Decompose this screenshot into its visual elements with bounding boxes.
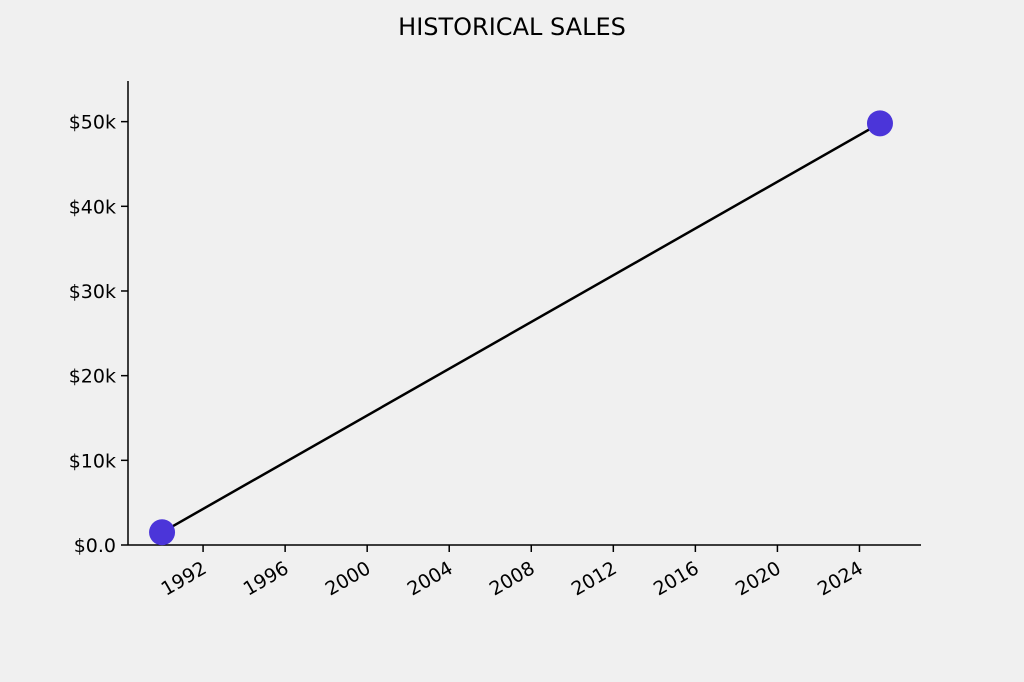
- y-tick-label: $50k: [69, 112, 116, 134]
- y-tick-label: $0.0: [74, 535, 116, 557]
- marker: [149, 519, 176, 546]
- y-tick-label: $30k: [69, 281, 116, 303]
- line: [161, 122, 881, 534]
- y-tick-label: $40k: [69, 196, 116, 218]
- y-tick-label: $10k: [69, 450, 116, 472]
- chart-title: HISTORICAL SALES: [398, 13, 626, 41]
- y-tick-label: $20k: [69, 366, 116, 388]
- marker: [866, 110, 893, 137]
